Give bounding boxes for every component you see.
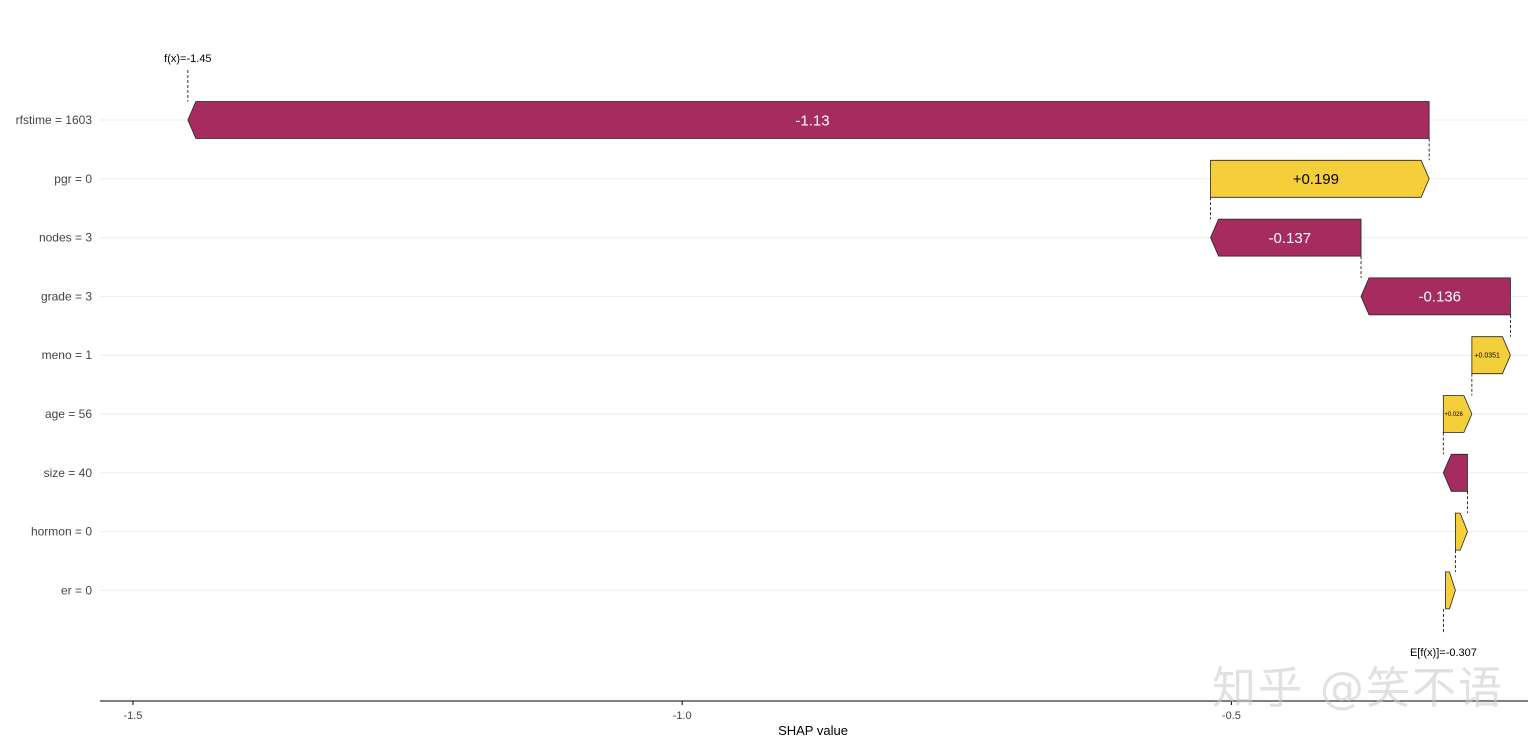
bar-value-label: +0.026 <box>1444 412 1463 418</box>
feature-label: er = 0 <box>61 583 92 597</box>
positive-bar <box>1454 512 1468 551</box>
feature-labels: rfstime = 1603 pgr = 0 nodes = 3 grade = 3 m… <box>16 113 93 597</box>
x-tick-label: -1.0 <box>673 710 692 722</box>
bar-value-labels: -1.13 +0.199 -0.137 -0.136 +0.0351 +0.026 <box>795 112 1500 418</box>
feature-label: hormon = 0 <box>31 525 92 539</box>
feature-label: nodes = 3 <box>39 231 92 245</box>
bar-value-label: -1.13 <box>795 112 829 129</box>
x-axis: -1.5 -1.0 -0.5 <box>100 700 1528 722</box>
watermark: 知乎 @笑不语 <box>1212 663 1504 714</box>
negative-bar <box>1360 277 1511 316</box>
bar-value-label: -0.137 <box>1269 230 1312 247</box>
positive-bar <box>1445 571 1456 610</box>
feature-label: rfstime = 1603 <box>16 113 93 127</box>
bar-value-label: -0.136 <box>1418 289 1461 306</box>
positive-bar <box>1210 159 1430 198</box>
x-tick-label: -1.5 <box>123 710 142 722</box>
x-tick-label: -0.5 <box>1222 710 1241 722</box>
fx-annotation: f(x)=-1.45 <box>164 53 211 65</box>
feature-label: pgr = 0 <box>54 172 92 186</box>
bars <box>187 101 1511 610</box>
efx-annotation: E[f(x)]=-0.307 <box>1410 647 1477 659</box>
negative-bar <box>1442 453 1468 492</box>
connector-lines <box>187 70 1511 634</box>
feature-label: age = 56 <box>45 407 92 421</box>
positive-bar <box>1471 336 1511 375</box>
x-axis-title: SHAP value <box>778 723 848 738</box>
bar-value-label: +0.0351 <box>1474 353 1500 360</box>
bar-value-label: +0.199 <box>1293 171 1339 188</box>
positive-bar <box>1442 395 1473 433</box>
feature-label: meno = 1 <box>42 348 93 362</box>
grid-lines <box>100 119 1528 591</box>
feature-label: grade = 3 <box>41 289 92 303</box>
negative-bar <box>187 101 1430 139</box>
negative-bar <box>1210 218 1362 257</box>
feature-label: size = 40 <box>44 466 93 480</box>
